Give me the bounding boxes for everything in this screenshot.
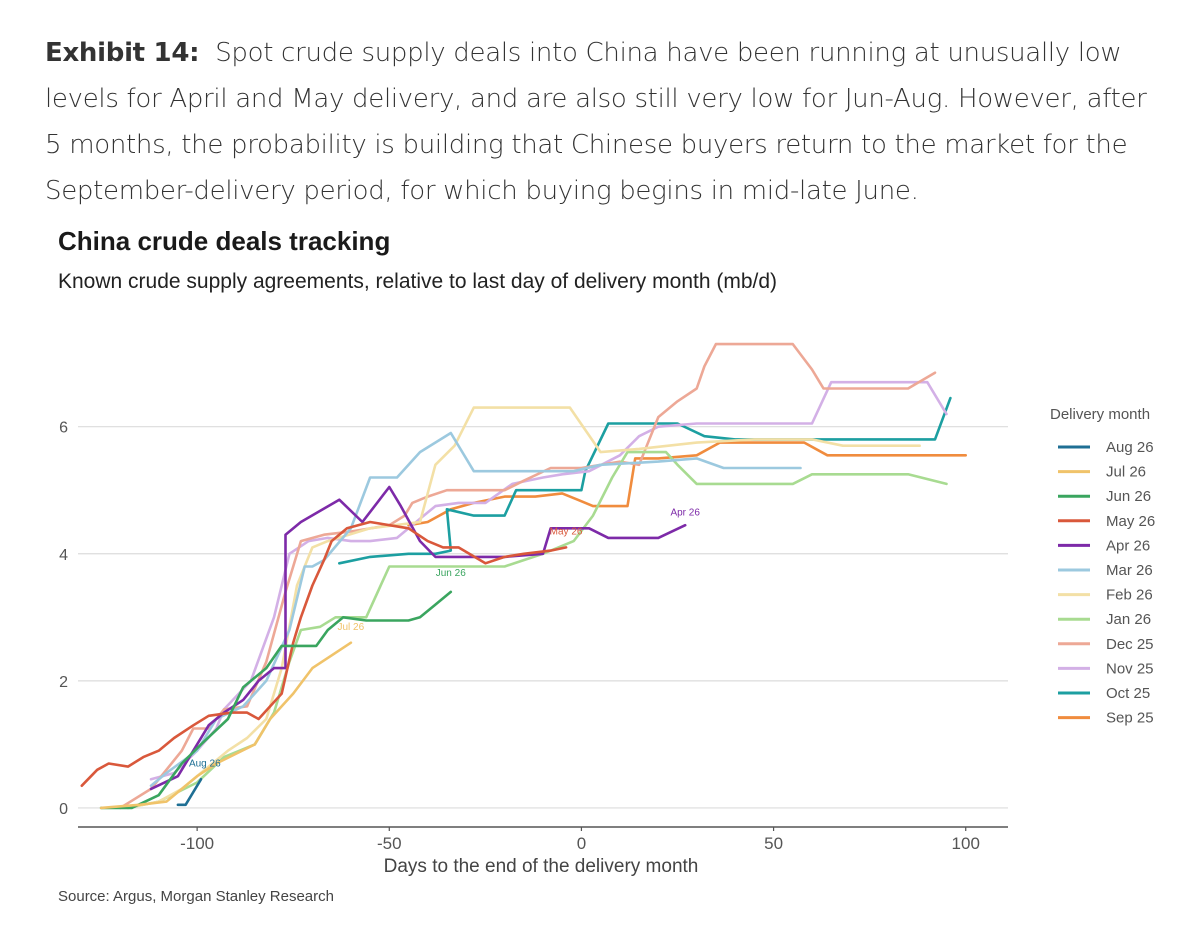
chart-subtitle: Known crude supply agreements, relative …	[58, 270, 778, 293]
inline-labels: Aug 26 Jul 26 Jun 26 May 26 Apr 26	[189, 508, 700, 770]
inline-label: Jul 26	[338, 622, 365, 633]
legend-label: Apr 26	[1106, 537, 1150, 554]
series-lines	[80, 342, 967, 810]
chart-title: China crude deals tracking	[58, 226, 391, 256]
x-tick-label: 100	[952, 834, 980, 853]
series-line-aug-26	[176, 778, 203, 807]
y-tick-label: 6	[59, 420, 68, 437]
gridlines	[78, 426, 1008, 809]
inline-label: Jun 26	[436, 568, 466, 579]
inline-label: May 26	[550, 527, 583, 538]
inline-label: Apr 26	[670, 508, 700, 519]
legend-label: Mar 26	[1106, 562, 1153, 579]
legend-label: Aug 26	[1106, 439, 1154, 456]
x-axis-label: Days to the end of the delivery month	[384, 856, 699, 877]
axes: 0 2 4 6 -100 -50 0 50 100	[59, 420, 1008, 853]
x-tick-label: -50	[377, 834, 402, 853]
series-line-dec-25	[119, 342, 937, 810]
y-tick-label: 0	[59, 801, 68, 818]
exhibit-label: Exhibit 14:	[45, 38, 200, 68]
legend-label: May 26	[1106, 513, 1155, 530]
legend-label: Oct 25	[1106, 685, 1150, 702]
y-tick-label: 4	[59, 547, 68, 564]
legend-title: Delivery month	[1050, 406, 1150, 423]
x-tick-label: -100	[180, 834, 214, 853]
source-note: Source: Argus, Morgan Stanley Research	[58, 888, 334, 905]
legend-label: Sep 25	[1106, 710, 1154, 727]
series-line-may-26	[80, 520, 568, 787]
series-line-apr-26	[149, 485, 687, 791]
series-line-jul-26	[99, 641, 353, 810]
series-line-feb-26	[126, 406, 921, 810]
series-line-mar-26	[149, 431, 802, 787]
legend-label: Jun 26	[1106, 488, 1151, 505]
series-line-jan-26	[126, 450, 948, 810]
y-tick-label: 2	[59, 674, 68, 691]
series-line-jun-26	[99, 590, 453, 810]
legend-label: Nov 25	[1106, 660, 1154, 677]
x-tick-label: 0	[577, 834, 586, 853]
legend-label: Feb 26	[1106, 587, 1153, 604]
legend-label: Jan 26	[1106, 611, 1151, 628]
x-tick-label: 50	[764, 834, 783, 853]
legend-label: Jul 26	[1106, 464, 1146, 481]
exhibit-caption: Exhibit 14: Spot crude supply deals into…	[45, 30, 1165, 214]
legend: Delivery month Aug 26 Jul 26 Jun 26 May 26 Ap…	[1050, 406, 1155, 727]
legend-label: Dec 25	[1106, 636, 1154, 653]
series-line-nov-25	[149, 380, 948, 781]
inline-label: Aug 26	[189, 759, 221, 770]
exhibit-text: Spot crude supply deals into China have …	[45, 38, 1147, 206]
